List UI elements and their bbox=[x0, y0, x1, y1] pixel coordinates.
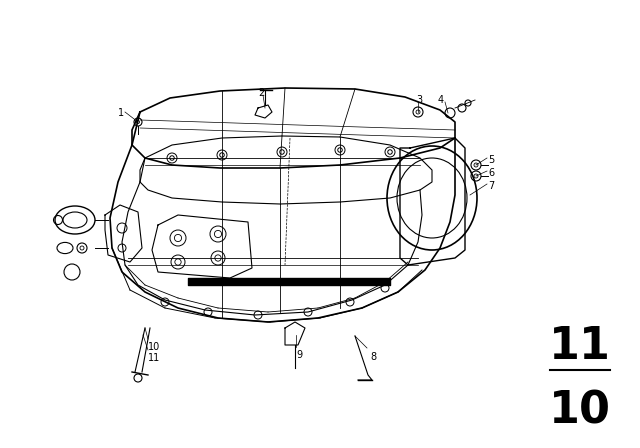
Text: 11: 11 bbox=[148, 353, 160, 363]
Text: 9: 9 bbox=[296, 350, 302, 360]
Text: 2: 2 bbox=[258, 88, 264, 98]
Text: 10: 10 bbox=[148, 342, 160, 352]
Text: 3: 3 bbox=[416, 95, 422, 105]
Text: 11: 11 bbox=[549, 325, 611, 368]
Text: 10: 10 bbox=[549, 390, 611, 433]
Text: 5: 5 bbox=[488, 155, 494, 165]
Text: 1: 1 bbox=[118, 108, 124, 118]
Text: 8: 8 bbox=[370, 352, 376, 362]
Text: 7: 7 bbox=[488, 181, 494, 191]
Text: 4: 4 bbox=[438, 95, 444, 105]
Text: 6: 6 bbox=[488, 168, 494, 178]
